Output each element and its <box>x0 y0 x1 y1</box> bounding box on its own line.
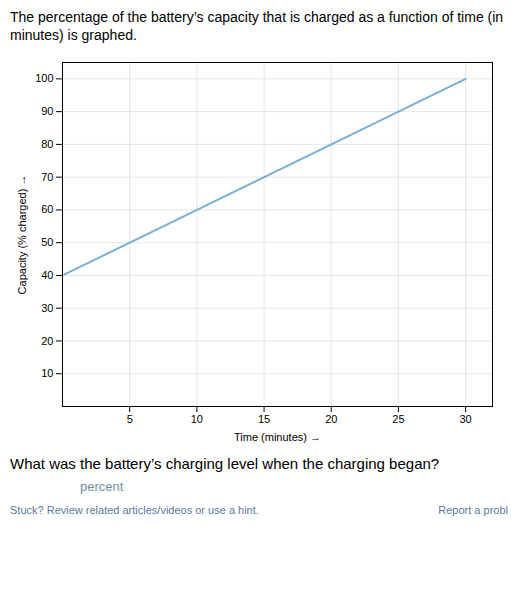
svg-text:40: 40 <box>41 269 53 281</box>
svg-text:90: 90 <box>41 105 53 117</box>
svg-text:Capacity (% charged) →: Capacity (% charged) → <box>16 175 28 295</box>
svg-text:70: 70 <box>41 171 53 183</box>
svg-text:60: 60 <box>41 203 53 215</box>
html-text:Stuck? Review related articles: Stuck? Review related articles/videos or… <box>10 504 259 516</box>
svg-text:20: 20 <box>325 413 337 425</box>
svg-text:80: 80 <box>41 138 53 150</box>
svg-text:5: 5 <box>127 413 133 425</box>
svg-text:50: 50 <box>41 236 53 248</box>
html-text:The percentage of the battery’: The percentage of the battery’s capacity… <box>10 9 504 43</box>
svg-text:20: 20 <box>41 334 53 346</box>
svg-text:10: 10 <box>41 367 53 379</box>
html-text:percent: percent <box>80 479 124 494</box>
svg-text:30: 30 <box>460 413 472 425</box>
svg-text:10: 10 <box>191 413 203 425</box>
svg-text:Time (minutes) →: Time (minutes) → <box>234 431 321 443</box>
html-text:What was the battery’s chargin: What was the battery’s charging level wh… <box>10 455 440 472</box>
svg-text:15: 15 <box>258 413 270 425</box>
svg-text:100: 100 <box>35 72 53 84</box>
svg-text:25: 25 <box>392 413 404 425</box>
html-text:Report a probl: Report a probl <box>438 504 508 516</box>
svg-text:30: 30 <box>41 302 53 314</box>
